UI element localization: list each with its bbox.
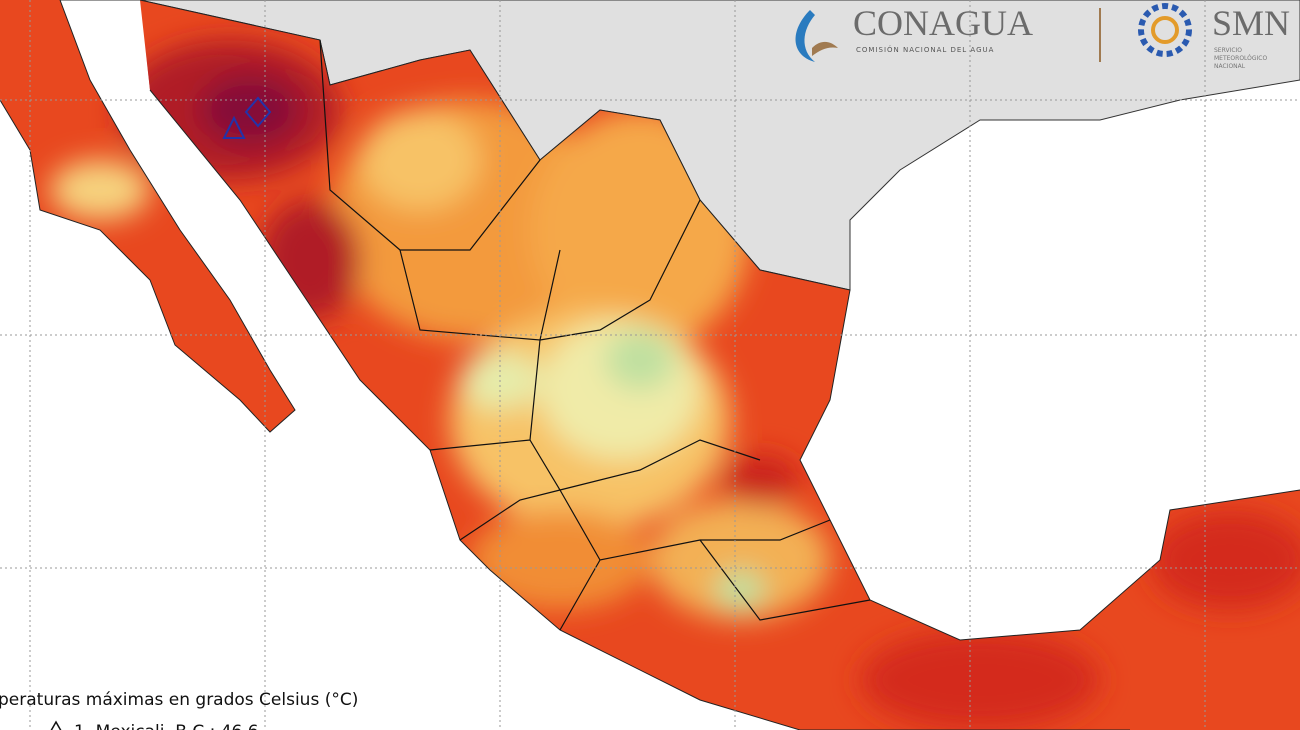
logo-icon [812,41,838,56]
logo-subtitle: METEOROLÓGICO [1214,55,1267,62]
logo-icon [1138,3,1192,57]
logo-icon [795,10,815,62]
logo-text: CONAGUA [853,3,1033,43]
logo-icon [1151,16,1179,44]
logo-subtitle: SERVICIO [1214,47,1242,54]
station-marker [222,115,246,139]
logo-text: SMN [1212,3,1290,43]
legend: peraturas máximas en grados Celsius (°C)… [0,690,358,730]
legend-symbol [50,720,62,730]
logo-subtitle: COMISIÓN NACIONAL DEL AGUA [856,45,994,54]
station-marker [244,96,272,128]
logo-subtitle: NACIONAL [1214,63,1246,70]
smn-logo: SMN SERVICIO METEOROLÓGICO NACIONAL [1138,3,1290,70]
legend-title: peraturas máximas en grados Celsius (°C) [0,690,358,710]
legend-item: 1. Mexicali, B.C.: 46.6 [74,722,259,730]
conagua-logo: CONAGUA COMISIÓN NACIONAL DEL AGUA [795,3,1101,62]
